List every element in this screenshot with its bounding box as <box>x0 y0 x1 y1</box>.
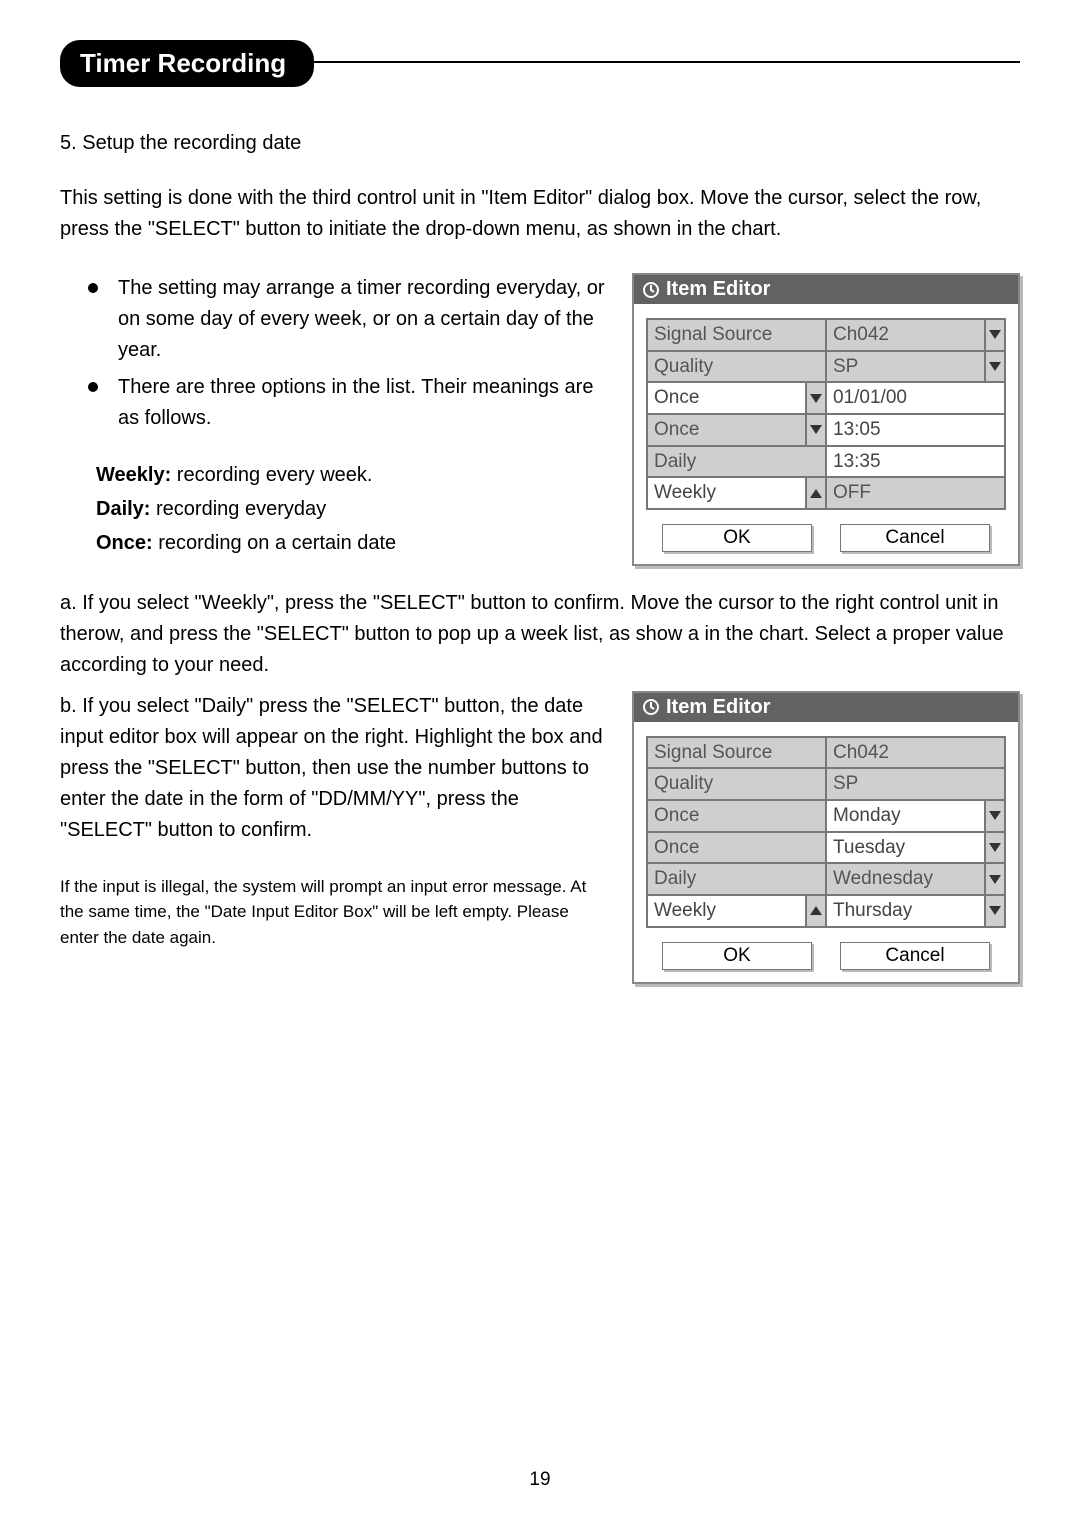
option-label[interactable]: Daily <box>647 863 826 895</box>
dialog-title: Item Editor <box>666 278 770 301</box>
def-desc: recording every week. <box>171 464 372 486</box>
field-value[interactable]: Ch042 <box>826 737 1005 769</box>
dropdown-arrow-icon[interactable] <box>985 895 1005 927</box>
def-term: Once: <box>96 532 153 554</box>
bullet-item: The setting may arrange a timer recordin… <box>88 273 606 366</box>
field-value[interactable]: OFF <box>826 477 1005 509</box>
field-label: Signal Source <box>647 737 826 769</box>
item-editor-dialog-2: Item Editor Signal Source Ch042 Quality … <box>632 691 1020 984</box>
day-option[interactable]: Monday <box>826 800 985 832</box>
section-title: Timer Recording <box>60 40 314 87</box>
field-label: Quality <box>647 768 826 800</box>
dropdown-arrow-icon[interactable] <box>985 800 1005 832</box>
day-option[interactable]: Thursday <box>826 895 985 927</box>
field-label: Signal Source <box>647 319 826 351</box>
dropdown-arrow-icon[interactable] <box>806 382 826 414</box>
definitions: Weekly: recording every week. Daily: rec… <box>96 458 606 560</box>
def-desc: recording everyday <box>150 498 326 520</box>
paragraph-b: b. If you select "Daily" press the "SELE… <box>60 691 606 846</box>
bullet-item: There are three options in the list. The… <box>88 372 606 434</box>
dialog-title: Item Editor <box>666 696 770 719</box>
clock-icon <box>642 698 660 716</box>
item-editor-dialog-1: Item Editor Signal Source Ch042 Quality … <box>632 273 1020 566</box>
dropdown-arrow-icon[interactable] <box>985 351 1005 383</box>
dropdown-arrow-icon[interactable] <box>985 863 1005 895</box>
step-heading: 5. Setup the recording date <box>60 132 1020 155</box>
field-value[interactable]: SP <box>826 768 1005 800</box>
dropdown-arrow-icon[interactable] <box>985 832 1005 864</box>
field-label: Quality <box>647 351 826 383</box>
def-term: Weekly: <box>96 464 171 486</box>
day-option[interactable]: Wednesday <box>826 863 985 895</box>
option-label[interactable]: Once <box>647 832 826 864</box>
scroll-up-arrow-icon[interactable] <box>806 477 826 509</box>
def-desc: recording on a certain date <box>153 532 397 554</box>
option-label[interactable]: Once <box>647 414 806 446</box>
dropdown-arrow-icon[interactable] <box>806 414 826 446</box>
intro-paragraph: This setting is done with the third cont… <box>60 183 1020 245</box>
clock-icon <box>642 281 660 299</box>
scroll-up-arrow-icon[interactable] <box>806 895 826 927</box>
dropdown-arrow-icon[interactable] <box>985 319 1005 351</box>
option-label[interactable]: Once <box>647 382 806 414</box>
field-value[interactable]: 01/01/00 <box>826 382 1005 414</box>
option-label[interactable]: Weekly <box>647 477 806 509</box>
ok-button[interactable]: OK <box>662 942 812 970</box>
cancel-button[interactable]: Cancel <box>840 524 990 552</box>
field-value[interactable]: SP <box>826 351 985 383</box>
field-value[interactable]: Ch042 <box>826 319 985 351</box>
bullet-list: The setting may arrange a timer recordin… <box>88 273 606 434</box>
dialog-title-bar: Item Editor <box>634 275 1018 304</box>
error-note: If the input is illegal, the system will… <box>60 874 606 951</box>
page-number: 19 <box>529 1469 550 1491</box>
section-title-bar: Timer Recording <box>60 40 1020 82</box>
dialog-title-bar: Item Editor <box>634 693 1018 722</box>
day-option[interactable]: Tuesday <box>826 832 985 864</box>
editor-grid: Signal Source Ch042 Quality SP Once 01/0… <box>646 318 1006 510</box>
editor-grid: Signal Source Ch042 Quality SP Once Mond… <box>646 736 1006 928</box>
ok-button[interactable]: OK <box>662 524 812 552</box>
option-label[interactable]: Daily <box>647 446 826 478</box>
paragraph-a: a. If you select "Weekly", press the "SE… <box>60 588 1020 681</box>
field-value[interactable]: 13:05 <box>826 414 1005 446</box>
option-label[interactable]: Once <box>647 800 826 832</box>
field-value[interactable]: 13:35 <box>826 446 1005 478</box>
cancel-button[interactable]: Cancel <box>840 942 990 970</box>
option-label[interactable]: Weekly <box>647 895 806 927</box>
def-term: Daily: <box>96 498 150 520</box>
